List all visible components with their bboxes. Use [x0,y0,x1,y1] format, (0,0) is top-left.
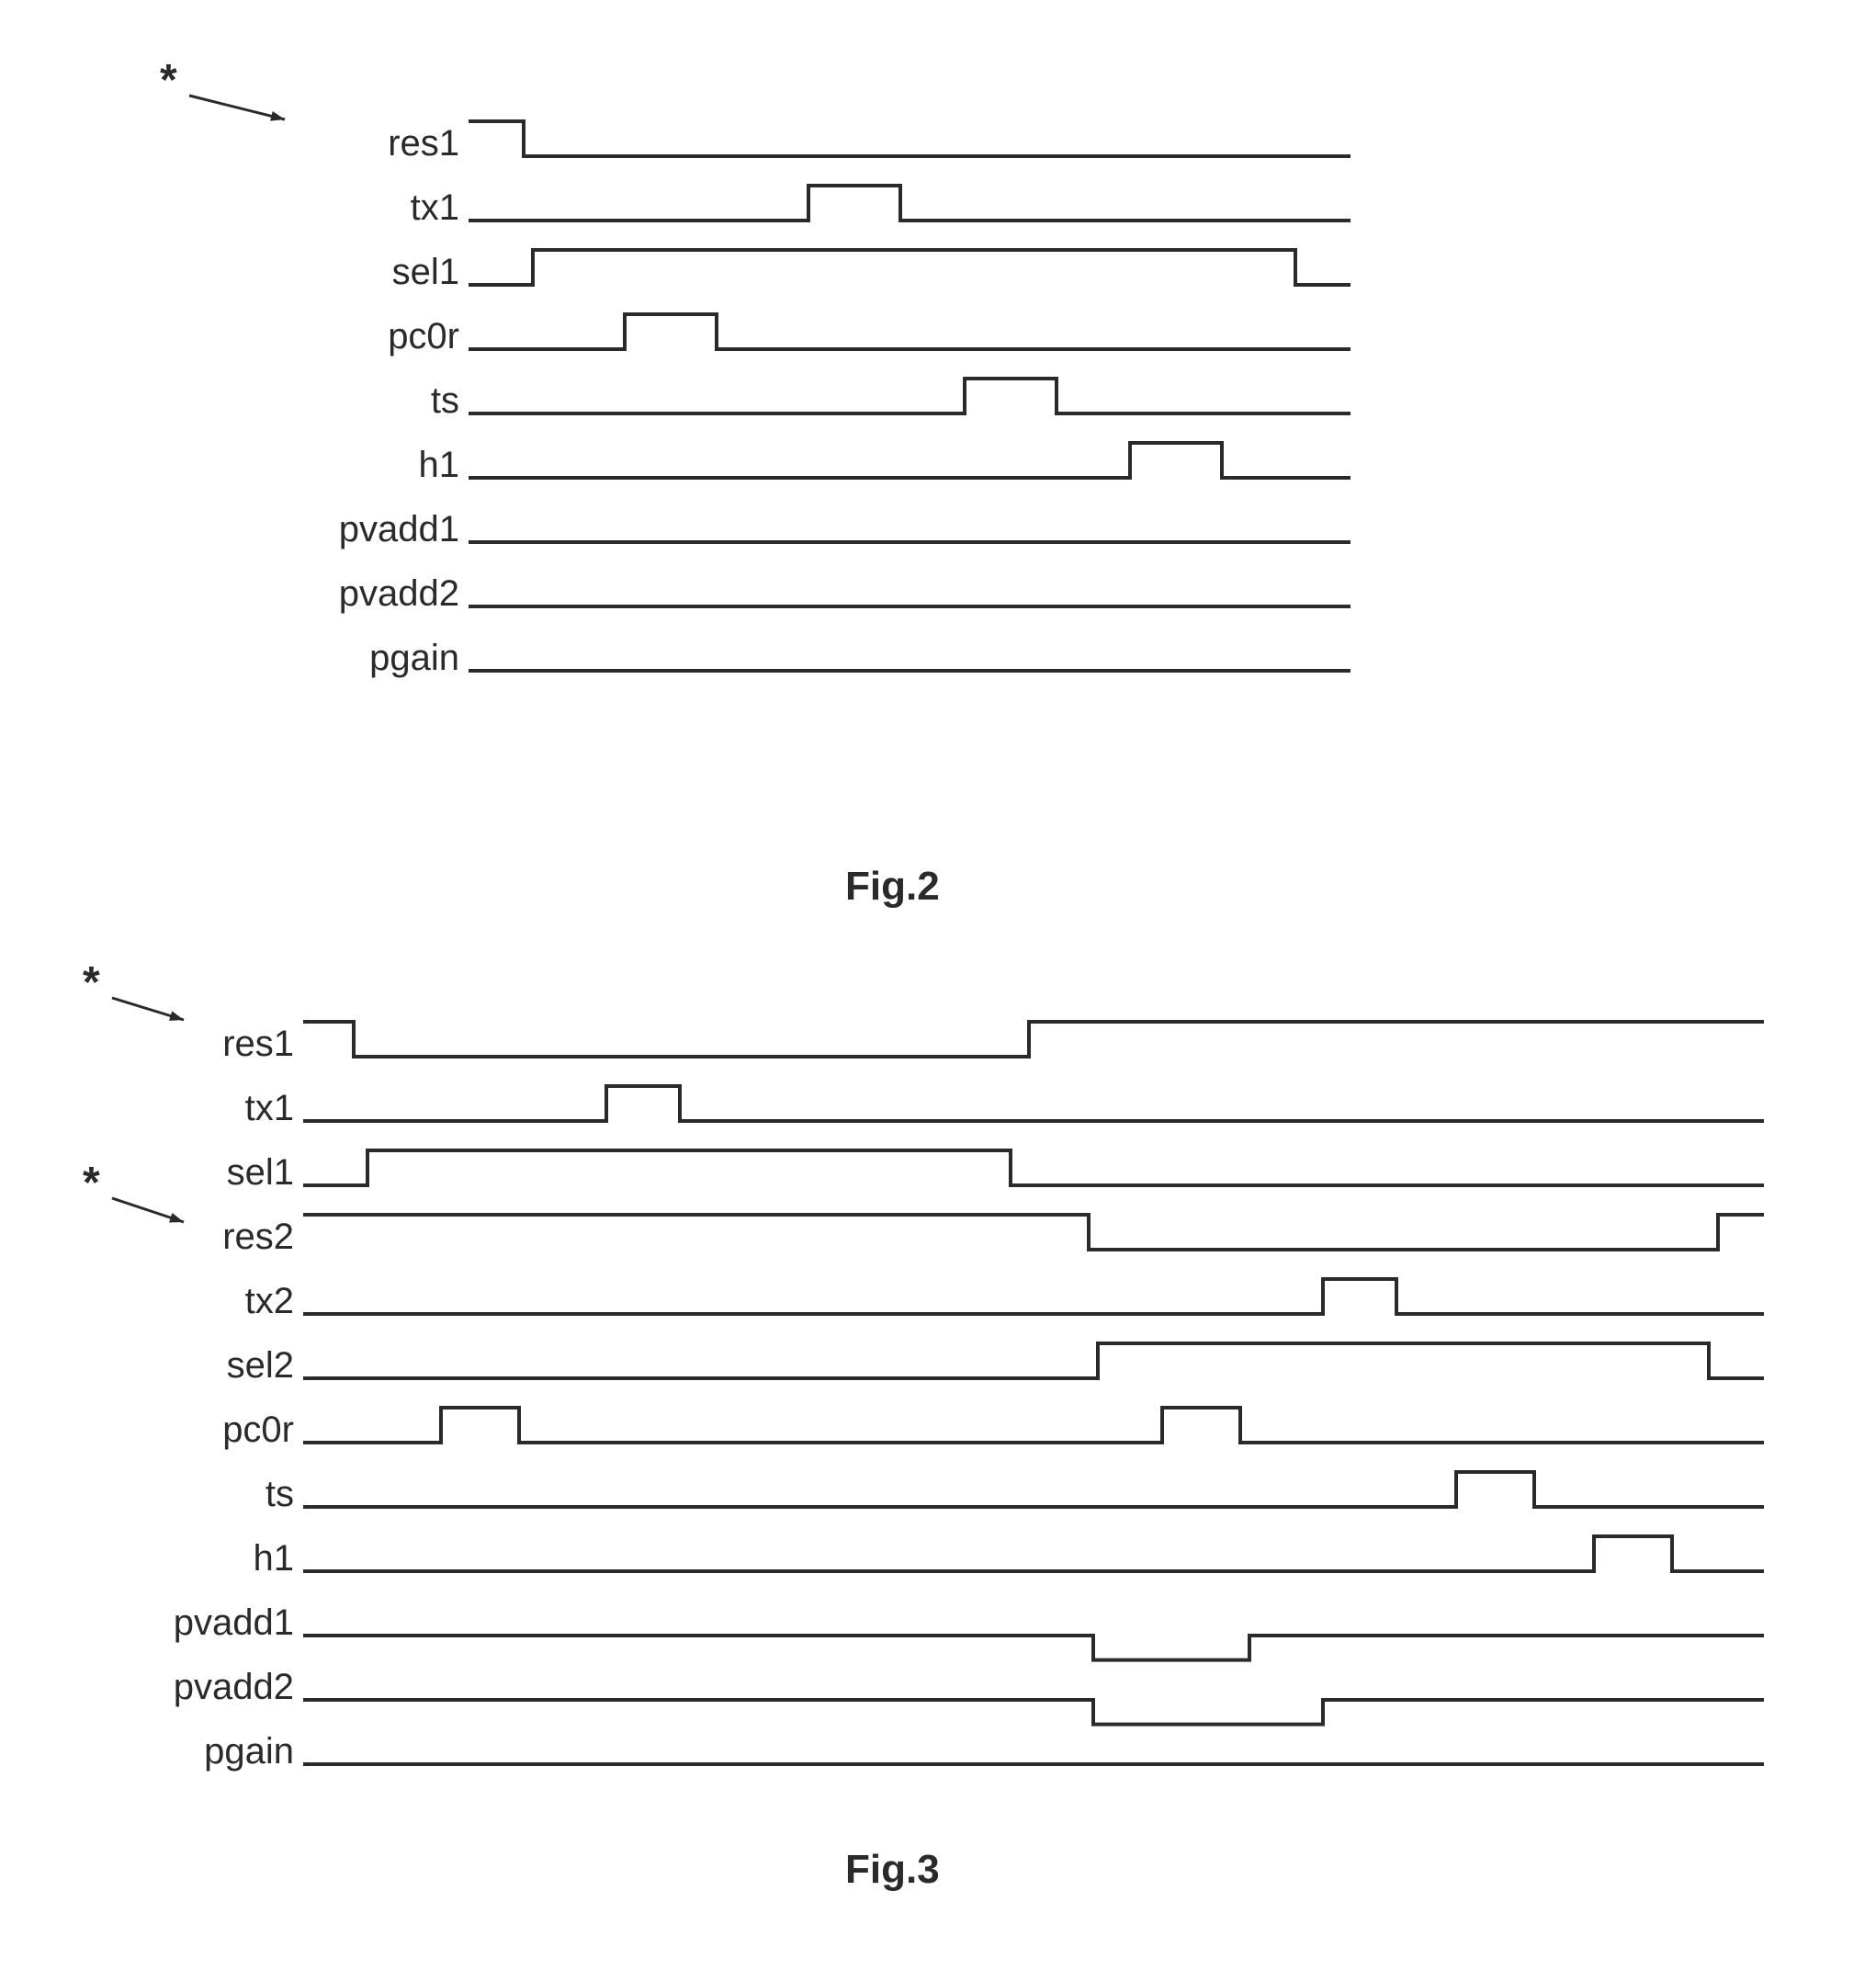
fig3-waveform-path-ts [303,1472,1764,1507]
fig3-waveform-path-sel2 [303,1343,1764,1378]
fig3-label-ts: ts [266,1474,294,1515]
arrow-head [169,1011,184,1020]
arrow-head [169,1213,184,1222]
fig3-wave-pgain [303,1705,1764,1788]
fig3-waveform-path-tx2 [303,1279,1764,1314]
fig3-row-pvadd2: pvadd2 [119,1645,294,1709]
fig3-waveform-path-pc0r [303,1408,1764,1443]
fig3-label-res1: res1 [222,1024,294,1065]
fig3-arrow-1 [103,1189,211,1250]
fig3-row-pc0r: pc0r [119,1387,294,1452]
fig3-row-tx2: tx2 [119,1259,294,1323]
fig3-label-pgain: pgain [204,1731,294,1772]
fig3-arrow-0 [103,989,211,1047]
fig3-row-tx1: tx1 [119,1066,294,1130]
fig3-label-sel1: sel1 [227,1152,294,1194]
fig3-waveform-path-tx1 [303,1086,1764,1121]
fig3-row-h1: h1 [119,1516,294,1580]
fig3-waveform-path-res2 [303,1215,1764,1250]
fig3-diagram: res1 tx1 sel1 res2 tx2 sel2 pc0r ts h1 pvadd1 pvad… [0,0,1876,1970]
fig3-label-pvadd1: pvadd1 [174,1602,294,1644]
fig3-asterisk-1: * [83,1158,100,1208]
fig3-row-sel2: sel2 [119,1323,294,1387]
fig3-label-tx1: tx1 [245,1088,294,1129]
fig3-waveform-path-h1 [303,1536,1764,1571]
fig3-waveform-path-res1 [303,1022,1764,1057]
fig3-label-res2: res2 [222,1217,294,1258]
fig3-label-h1: h1 [254,1538,295,1579]
fig3-caption: Fig.3 [845,1847,940,1893]
fig3-label-pc0r: pc0r [222,1410,294,1451]
fig3-label-sel2: sel2 [227,1345,294,1387]
fig3-row-sel1: sel1 [119,1130,294,1194]
fig3-label-tx2: tx2 [245,1281,294,1322]
fig3-label-pvadd2: pvadd2 [174,1667,294,1708]
fig3-asterisk-0: * [83,957,100,1008]
fig3-row-pvadd1: pvadd1 [119,1580,294,1645]
fig3-row-pgain: pgain [119,1709,294,1773]
fig3-waveform-path-sel1 [303,1150,1764,1185]
fig3-row-ts: ts [119,1452,294,1516]
